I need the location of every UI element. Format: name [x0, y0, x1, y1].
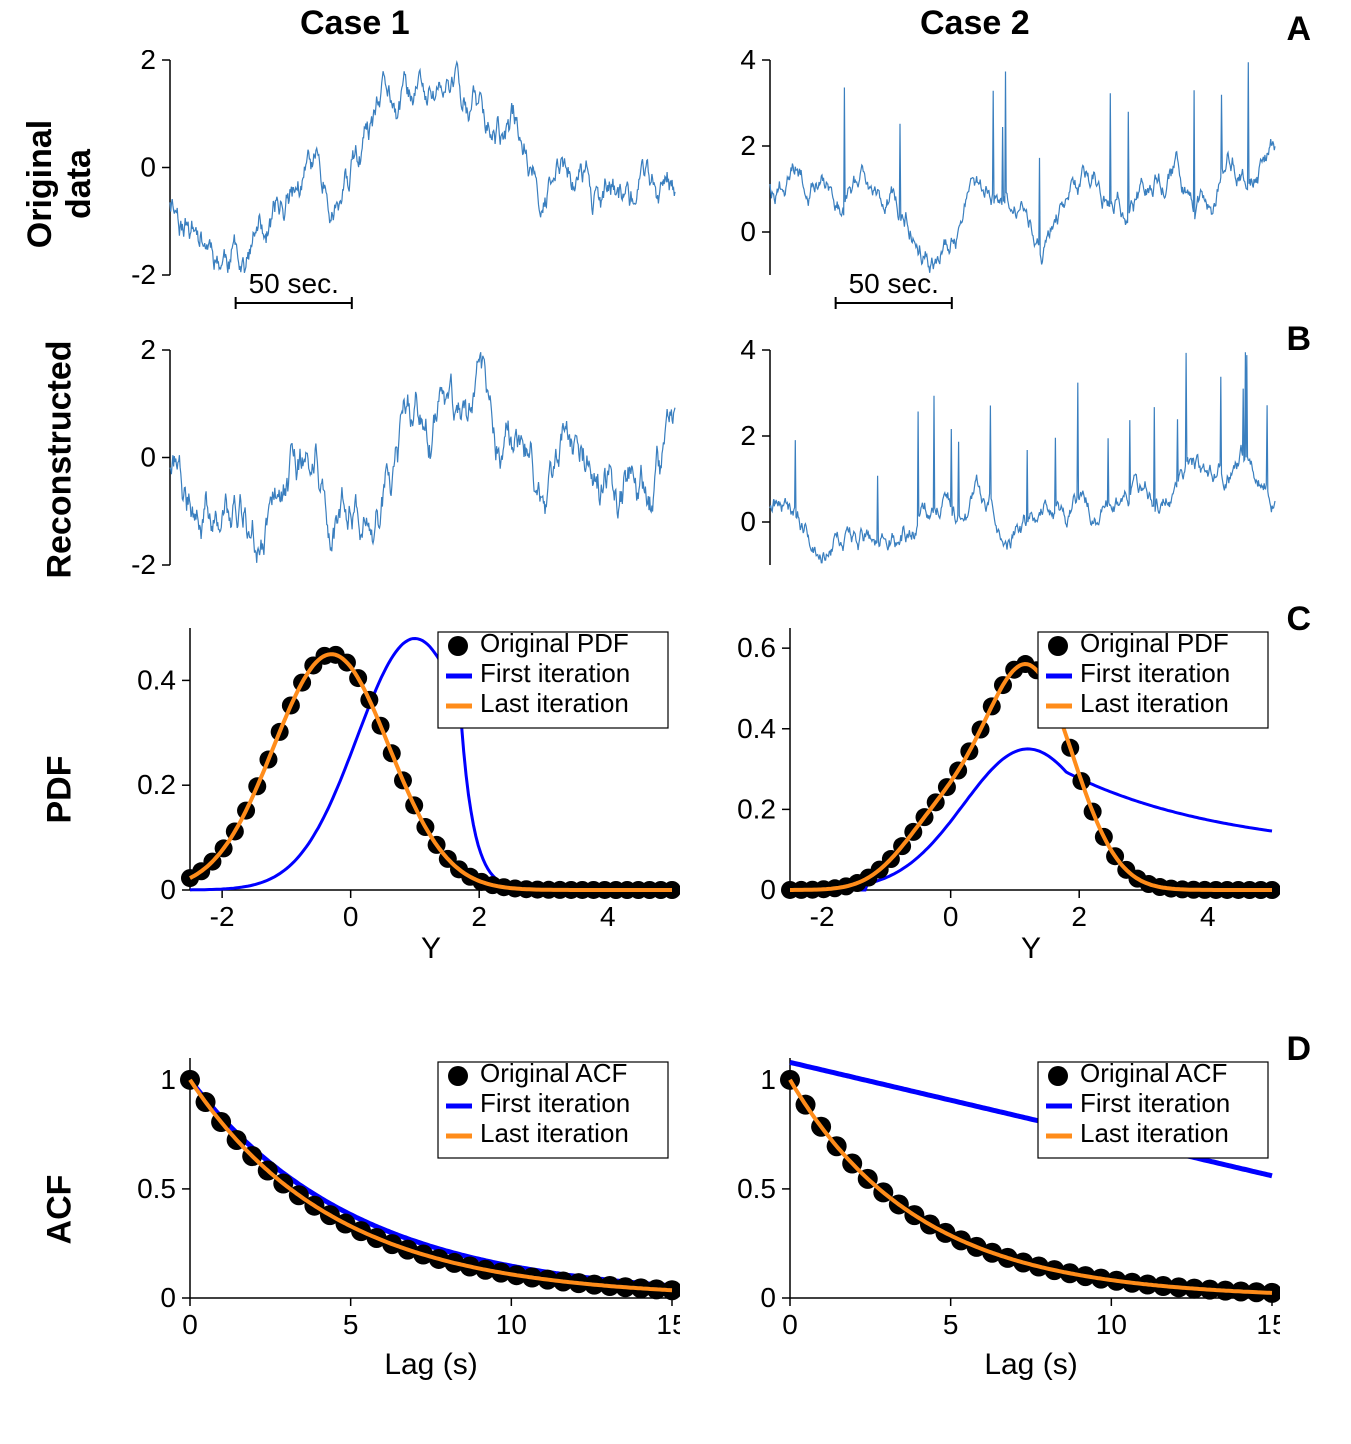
svg-text:0.6: 0.6 — [737, 632, 776, 663]
svg-text:0: 0 — [182, 1309, 198, 1340]
svg-text:2: 2 — [471, 901, 487, 932]
panel-c1: 0 0.2 0.4 -2 0 2 4 Y Original PDFFirst iteration… — [120, 620, 680, 960]
svg-text:Last iteration: Last iteration — [1080, 1118, 1229, 1148]
svg-text:First iteration: First iteration — [1080, 658, 1230, 688]
svg-text:Y: Y — [1021, 932, 1041, 960]
svg-text:0.5: 0.5 — [137, 1173, 176, 1204]
svg-text:First iteration: First iteration — [480, 658, 630, 688]
svg-text:0: 0 — [760, 1282, 776, 1313]
svg-text:Original ACF: Original ACF — [1080, 1058, 1227, 1088]
svg-text:0: 0 — [140, 442, 156, 473]
svg-text:First iteration: First iteration — [1080, 1088, 1230, 1118]
panel-a1: -20250 sec. — [120, 50, 680, 280]
col1-title: Case 1 — [300, 4, 410, 43]
svg-text:0: 0 — [160, 1282, 176, 1313]
svg-text:15: 15 — [1256, 1309, 1280, 1340]
svg-text:Last iteration: Last iteration — [480, 688, 629, 718]
svg-text:Original PDF: Original PDF — [1080, 628, 1229, 658]
row-label-d: ACF — [41, 1140, 80, 1280]
svg-text:-2: -2 — [131, 259, 156, 290]
svg-text:4: 4 — [740, 340, 756, 365]
svg-text:Last iteration: Last iteration — [480, 1118, 629, 1148]
svg-text:Y: Y — [421, 932, 441, 960]
svg-text:0: 0 — [140, 152, 156, 183]
svg-text:0.4: 0.4 — [137, 664, 176, 695]
svg-text:50 sec.: 50 sec. — [849, 268, 939, 299]
panel-c2: 0 0.2 0.4 0.6 -2 0 2 4 Y Original PDFFirst iterat… — [720, 620, 1280, 960]
svg-text:2: 2 — [140, 340, 156, 365]
svg-text:0.2: 0.2 — [737, 793, 776, 824]
svg-text:5: 5 — [343, 1309, 359, 1340]
svg-text:0: 0 — [760, 874, 776, 905]
svg-text:0: 0 — [943, 901, 959, 932]
figure-root: Case 1 Case 2 A B C D Originaldata Recon… — [0, 0, 1351, 1444]
svg-text:4: 4 — [1200, 901, 1216, 932]
svg-text:0: 0 — [740, 216, 756, 247]
row-label-c: PDF — [41, 720, 80, 860]
row-label-a: Originaldata — [21, 84, 99, 284]
panel-letter-b: B — [1286, 320, 1311, 359]
panel-letter-a: A — [1286, 10, 1311, 49]
panel-a2: 02450 sec. — [720, 50, 1280, 280]
svg-text:10: 10 — [496, 1309, 527, 1340]
svg-text:2: 2 — [1071, 901, 1087, 932]
svg-text:2: 2 — [740, 130, 756, 161]
panel-d2: 00.51051015Lag (s)Original ACFFirst iter… — [720, 1050, 1280, 1380]
panel-b2: 0 2 4 — [720, 340, 1280, 570]
svg-text:2: 2 — [140, 50, 156, 75]
svg-text:4: 4 — [600, 901, 616, 932]
svg-text:0.2: 0.2 — [137, 769, 176, 800]
svg-text:0: 0 — [740, 506, 756, 537]
svg-text:Lag (s): Lag (s) — [384, 1348, 477, 1380]
svg-text:-2: -2 — [131, 549, 156, 580]
svg-text:Original ACF: Original ACF — [480, 1058, 627, 1088]
panel-letter-d: D — [1286, 1030, 1311, 1069]
svg-text:0: 0 — [782, 1309, 798, 1340]
panel-b1: -202 — [120, 340, 680, 570]
svg-text:10: 10 — [1096, 1309, 1127, 1340]
svg-text:0.4: 0.4 — [737, 713, 776, 744]
svg-text:Original PDF: Original PDF — [480, 628, 629, 658]
svg-text:First iteration: First iteration — [480, 1088, 630, 1118]
row-label-b: Reconstructed — [41, 320, 80, 600]
svg-text:50 sec.: 50 sec. — [249, 268, 339, 299]
svg-text:1: 1 — [160, 1064, 176, 1095]
svg-text:15: 15 — [656, 1309, 680, 1340]
svg-text:0.5: 0.5 — [737, 1173, 776, 1204]
svg-text:Last iteration: Last iteration — [1080, 688, 1229, 718]
svg-text:-2: -2 — [210, 901, 235, 932]
svg-text:4: 4 — [740, 50, 756, 75]
svg-text:2: 2 — [740, 420, 756, 451]
panel-d1: 00.51051015Lag (s)Original ACFFirst iter… — [120, 1050, 680, 1380]
svg-text:-2: -2 — [810, 901, 835, 932]
panel-letter-c: C — [1286, 600, 1311, 639]
svg-text:1: 1 — [760, 1064, 776, 1095]
svg-text:0: 0 — [343, 901, 359, 932]
svg-text:Lag (s): Lag (s) — [984, 1348, 1077, 1380]
svg-text:0: 0 — [160, 874, 176, 905]
svg-text:5: 5 — [943, 1309, 959, 1340]
col2-title: Case 2 — [920, 4, 1030, 43]
